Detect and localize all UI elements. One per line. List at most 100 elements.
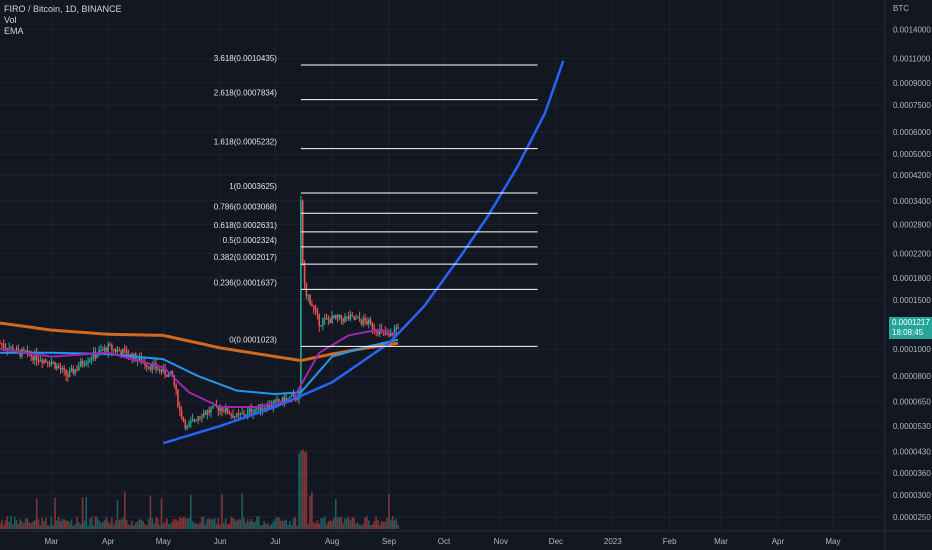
- price-axis-label: 0.0011000: [893, 55, 931, 64]
- time-axis-label: Apr: [102, 537, 115, 546]
- candle-body: [331, 315, 333, 324]
- candle-body: [389, 332, 392, 337]
- price-axis-label: 0.0004200: [893, 171, 931, 180]
- volume-bar: [325, 524, 328, 529]
- volume-bar: [217, 517, 220, 529]
- volume-bar: [21, 521, 23, 529]
- candle-body: [274, 399, 277, 402]
- volume-bar: [331, 521, 333, 529]
- fib-level-label: 0.5(0.0002324): [223, 236, 278, 245]
- volume-bar: [175, 519, 177, 529]
- volume-bar: [199, 522, 201, 529]
- volume-bar: [79, 524, 82, 529]
- volume-bar: [142, 521, 144, 529]
- candle-body: [100, 349, 102, 351]
- volume-bar: [28, 522, 31, 529]
- volume-bar: [4, 520, 7, 529]
- candle-body: [193, 419, 196, 421]
- candle-body: [43, 359, 45, 364]
- volume-bar: [180, 518, 183, 529]
- volume-bar: [114, 520, 117, 529]
- volume-bar: [118, 519, 121, 529]
- candle-body: [226, 407, 229, 414]
- candle-body: [103, 347, 106, 351]
- candle-body: [145, 365, 148, 368]
- candle-body: [180, 410, 183, 419]
- fib-level-label: 0.382(0.0002017): [214, 253, 278, 262]
- price-axis-label: 0.0014000: [893, 25, 931, 34]
- candle-body: [26, 350, 29, 353]
- candle-body: [234, 416, 236, 418]
- volume-bar: [191, 521, 194, 529]
- candle-body: [300, 200, 302, 393]
- ema-indicator-label[interactable]: EMA: [4, 26, 24, 36]
- volume-bar: [261, 525, 264, 529]
- volume-bar: [272, 521, 275, 529]
- candle-body: [191, 419, 194, 422]
- candle-body: [270, 406, 273, 408]
- volume-bar: [208, 518, 210, 529]
- volume-bar: [210, 518, 212, 529]
- candle-body: [261, 408, 264, 411]
- candle-body: [388, 333, 390, 337]
- volume-bar: [59, 521, 62, 529]
- volume-bar: [23, 523, 25, 529]
- candle-body: [259, 404, 262, 411]
- volume-bar: [356, 522, 359, 529]
- candle-body: [250, 408, 253, 414]
- price-axis-label: 0.0002200: [893, 250, 931, 259]
- volume-bar: [309, 495, 311, 529]
- volume-bar: [347, 516, 350, 529]
- candle-body: [237, 413, 240, 415]
- volume-bar: [78, 522, 80, 529]
- volume-bar: [50, 516, 53, 529]
- time-axis-label: Nov: [494, 537, 508, 546]
- volume-bar: [46, 525, 49, 529]
- volume-bar: [290, 524, 293, 529]
- candle-body: [114, 349, 117, 352]
- time-axis-label: 2023: [604, 537, 622, 546]
- candle-body: [384, 331, 387, 335]
- candle-body: [116, 349, 119, 352]
- symbol-title[interactable]: FIRO / Bitcoin, 1D, BINANCE: [4, 4, 122, 14]
- candle-body: [164, 367, 166, 375]
- candle-body: [35, 352, 38, 361]
- candle-body: [122, 349, 124, 356]
- volume-bar: [287, 524, 289, 529]
- volume-bar: [289, 521, 291, 529]
- candle-body: [105, 347, 108, 353]
- volume-bar: [276, 516, 278, 529]
- volume-bar: [296, 525, 299, 529]
- candle-body: [89, 359, 91, 362]
- candle-body: [311, 304, 313, 307]
- volume-bar: [136, 521, 139, 529]
- volume-indicator-label[interactable]: Vol: [4, 15, 17, 25]
- candle-body: [169, 371, 172, 374]
- price-axis-label: 0.0000430: [893, 447, 931, 456]
- volume-bar: [8, 521, 10, 529]
- volume-bar: [333, 517, 335, 529]
- candle-body: [362, 318, 365, 325]
- volume-bar: [37, 519, 40, 529]
- volume-bar: [344, 518, 346, 529]
- candle-body: [74, 369, 77, 374]
- candle-body: [239, 413, 242, 415]
- candle-body: [0, 343, 1, 345]
- candle-body: [221, 407, 223, 412]
- volume-bar: [360, 525, 363, 529]
- volume-bar: [0, 523, 1, 529]
- volume-bar: [270, 524, 273, 529]
- volume-bar: [57, 517, 60, 529]
- volume-bar: [6, 516, 9, 529]
- candle-body: [353, 316, 355, 320]
- volume-bar: [371, 524, 374, 529]
- volume-bar: [237, 519, 240, 529]
- volume-bar: [13, 516, 16, 529]
- candle-body: [281, 396, 284, 403]
- volume-bar: [345, 518, 348, 529]
- candle-body: [369, 319, 372, 323]
- candle-body: [52, 362, 55, 364]
- candle-body: [248, 408, 251, 411]
- candle-body: [212, 405, 214, 409]
